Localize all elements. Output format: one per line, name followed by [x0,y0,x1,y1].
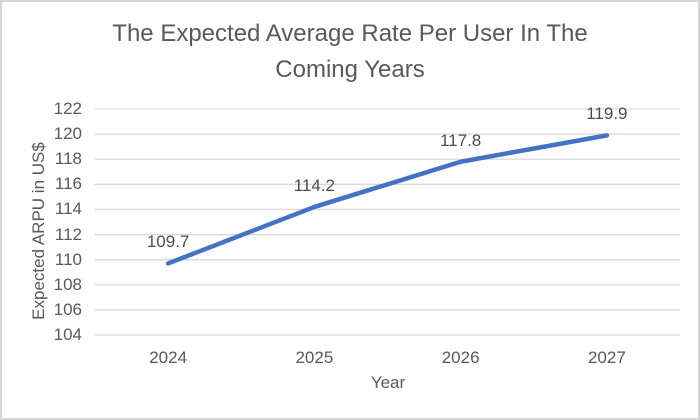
chart-title-line2: Coming Years [275,56,425,83]
x-tick-label: 2025 [295,348,334,367]
chart-title: The Expected Average Rate Per User In Th… [2,16,698,88]
y-tick-label: 114 [54,199,82,219]
y-tick-label: 110 [54,249,82,269]
y-tick-label: 120 [53,124,82,144]
y-tick-label: 112 [54,224,82,244]
x-tick-label: 2026 [441,348,480,367]
y-tick-label: 122 [53,99,82,118]
y-tick-label: 108 [53,274,82,294]
data-label: 117.8 [439,130,482,150]
y-tick-label: 118 [54,149,82,169]
data-label: 109.7 [146,232,190,252]
x-tick-label: 2024 [149,348,188,367]
chart-title-line1: The Expected Average Rate Per User In Th… [112,20,588,47]
series-line [165,133,610,266]
data-label: 114.2 [293,175,336,195]
y-tick-label: 106 [53,299,82,319]
y-tick-label: 116 [54,174,82,194]
data-label: 119.9 [586,104,628,124]
x-axis-title: Year [370,373,406,392]
y-tick-label: 104 [53,325,82,344]
x-tick-label: 2027 [587,348,626,367]
